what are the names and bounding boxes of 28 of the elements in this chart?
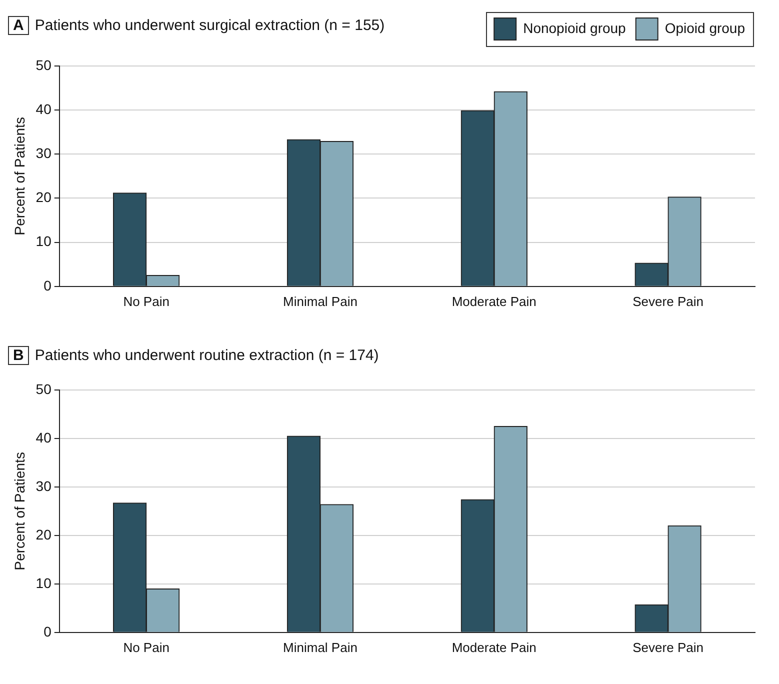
y-tick-label: 20 <box>36 189 52 206</box>
x-tick-label: Severe Pain <box>632 640 704 655</box>
y-tick-label: 10 <box>36 233 52 250</box>
legend-label: Nonopioid group <box>523 20 626 36</box>
y-axis-title: Percent of Patients <box>11 452 28 570</box>
y-tick-label: 30 <box>36 145 52 162</box>
text: B <box>8 346 29 365</box>
y-tick-label: 20 <box>36 526 52 542</box>
x-tick-label: Minimal Pain <box>283 640 358 655</box>
text: A <box>8 16 29 35</box>
x-tick-label: Minimal Pain <box>283 294 358 309</box>
x-tick-label: Severe Pain <box>632 294 704 309</box>
legend-label: Opioid group <box>664 20 746 36</box>
x-tick-label: Moderate Pain <box>452 640 536 655</box>
x-tick-label: No Pain <box>123 294 170 309</box>
y-tick-label: 10 <box>36 574 52 591</box>
chart-title: Patients who underwent surgical extraction (n = 155) <box>34 17 385 34</box>
x-tick-label: Moderate Pain <box>452 294 536 309</box>
x-tick-label: No Pain <box>123 640 170 655</box>
y-tick-label: 50 <box>36 56 52 73</box>
y-tick-label: 40 <box>36 429 52 446</box>
y-tick-label: 0 <box>44 277 52 294</box>
y-tick-label: 40 <box>36 100 52 117</box>
y-axis-title: Percent of Patients <box>11 117 28 236</box>
y-tick-label: 30 <box>36 478 52 494</box>
chart-title: Patients who underwent routine extraction (n = 174) <box>34 347 379 364</box>
y-tick-label: 0 <box>44 623 52 640</box>
y-tick-label: 50 <box>36 380 52 397</box>
